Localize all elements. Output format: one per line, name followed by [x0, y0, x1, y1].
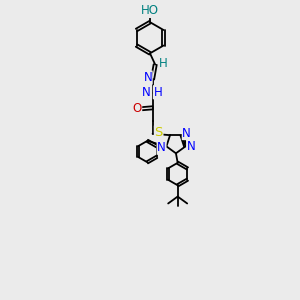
Text: H: H	[153, 86, 162, 99]
Text: H: H	[159, 57, 167, 70]
Text: N: N	[182, 127, 191, 140]
Text: N: N	[157, 141, 166, 154]
Text: S: S	[154, 126, 163, 139]
Text: N: N	[142, 86, 151, 99]
Text: N: N	[187, 140, 195, 153]
Text: N: N	[143, 71, 152, 84]
Text: O: O	[132, 102, 142, 115]
Text: HO: HO	[141, 4, 159, 17]
